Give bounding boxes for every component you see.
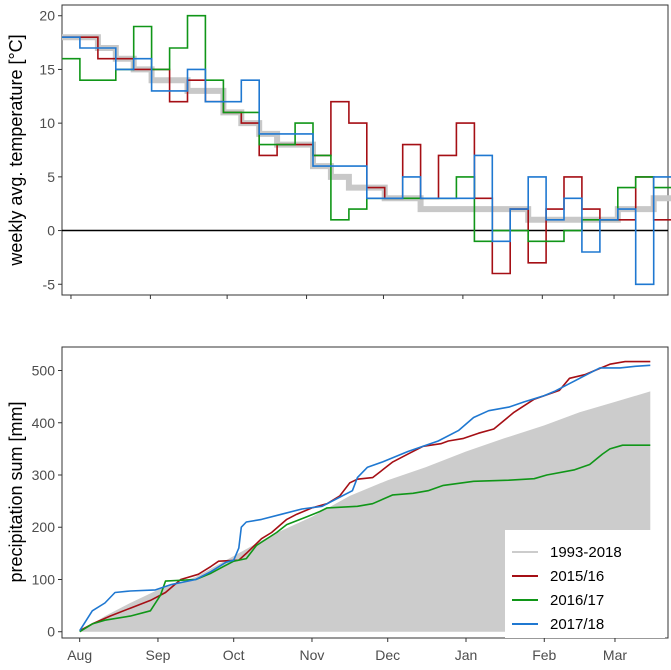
temperature-panel: -5 0 5 10 15 20 weekly avg. temperature [°C] [6,4,671,299]
temperature-series-2016-17 [62,14,671,243]
month-tick-label: Mar [603,647,627,663]
temperature-marks [62,14,671,286]
precipitation-y-tick-label: 100 [32,571,56,587]
month-tick-label: Dec [375,647,400,663]
precipitation-y-tick-label: 500 [32,363,56,379]
legend-label-1993-2018: 1993-2018 [550,544,622,561]
legend-label-2015-16: 2015/16 [550,568,604,585]
legend-label-2017-18: 2017/18 [550,616,604,633]
legend: 1993-2018 2015/16 2016/17 2017/18 [505,530,665,638]
precipitation-y-axis-title: precipitation sum [mm] [6,401,26,582]
month-tick-label: Oct [223,647,245,663]
temperature-y-tick-label: 0 [47,223,55,239]
temperature-y-tick-label: 20 [39,8,55,24]
month-tick-label: Nov [300,647,325,663]
legend-background [505,530,665,638]
precipitation-panel: 0 100 200 300 400 500 Aug Sep Oct Nov Dec Jan Feb Ma… [6,346,669,663]
temperature-y-tick-label: 5 [47,169,55,185]
temperature-panel-frame [61,4,669,296]
month-tick-label: Sep [145,647,170,663]
month-tick-label: Aug [67,647,92,663]
precipitation-y-tick-label: 0 [47,624,55,640]
temperature-y-tick-label: -5 [43,276,56,292]
precipitation-y-tick-label: 200 [32,519,56,535]
temperature-series-2015-16 [62,36,671,275]
legend-label-2016-17: 2016/17 [550,592,604,609]
precipitation-y-ticks: 0 100 200 300 400 500 [32,363,62,640]
precipitation-y-tick-label: 400 [32,415,56,431]
month-tick-label: Feb [532,647,556,663]
temperature-series-2017-18 [62,36,671,286]
precipitation-x-ticks: Aug Sep Oct Nov Dec Jan Feb Mar [67,638,627,663]
precipitation-panel-frame [61,346,669,639]
month-tick-label: Jan [455,647,478,663]
temperature-y-tick-label: 10 [39,115,55,131]
temperature-y-ticks: -5 0 5 10 15 20 [39,8,62,292]
precipitation-series-2016-17 [79,444,651,633]
temperature-y-tick-label: 15 [39,61,55,77]
temperature-y-axis-title: weekly avg. temperature [°C] [6,34,26,266]
temperature-x-ticks [70,295,615,299]
precipitation-y-tick-label: 300 [32,467,56,483]
precipitation-series-2017-18 [79,364,651,632]
